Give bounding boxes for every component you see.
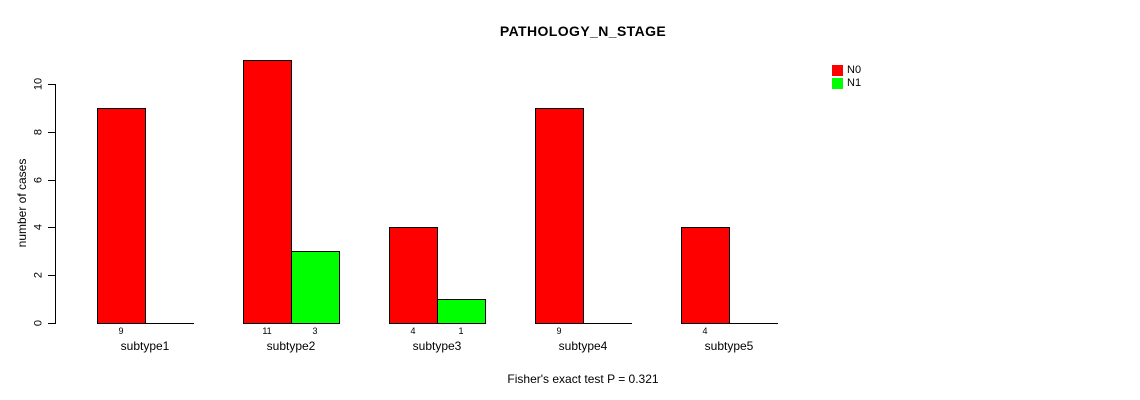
legend-swatch-N1 [832,78,843,89]
y-tick-mark [48,180,55,181]
y-tick-mark [48,227,55,228]
legend-item: N0 [832,65,912,76]
bar-N0-subtype1 [97,108,146,324]
x-category-label: subtype3 [412,339,462,353]
bar-N0-subtype2 [243,60,292,324]
bar-value-label: 1 [458,326,464,336]
legend-item: N1 [832,78,912,89]
bar-value-label: 3 [312,326,318,336]
bar-value-label: 4 [702,326,708,336]
fisher-test-annotation: Fisher's exact test P = 0.321 [507,372,659,386]
y-tick-label: 0 [32,319,45,327]
y-axis-line [55,84,56,324]
y-tick-label: 6 [32,176,45,184]
y-tick-mark [48,132,55,133]
x-category-label: subtype4 [558,339,608,353]
legend-label-N0: N0 [847,64,862,76]
y-tick-mark [48,275,55,276]
chart-title: PATHOLOGY_N_STAGE [499,23,667,39]
y-tick-label: 2 [32,271,45,279]
x-category-label: subtype5 [704,339,754,353]
bar-N0-subtype3 [389,227,438,324]
y-tick-mark [48,323,55,324]
bar-N1-subtype3 [437,299,486,324]
bar-value-label: 9 [118,326,124,336]
x-category-label: subtype2 [266,339,316,353]
y-tick-label: 10 [32,77,45,91]
legend-swatch-N0 [832,65,843,76]
bar-value-label: 4 [410,326,416,336]
y-tick-label: 4 [32,223,45,231]
bar-N0-subtype4 [535,108,584,324]
bar-value-label: 9 [556,326,562,336]
y-tick-label: 8 [32,128,45,136]
x-category-label: subtype1 [120,339,170,353]
legend-label-N1: N1 [847,77,862,89]
bar-N1-subtype2 [291,251,340,324]
legend: N0 N1 [832,65,912,93]
bar-value-label: 11 [262,326,272,336]
bar-N0-subtype5 [681,227,730,324]
y-tick-mark [48,84,55,85]
